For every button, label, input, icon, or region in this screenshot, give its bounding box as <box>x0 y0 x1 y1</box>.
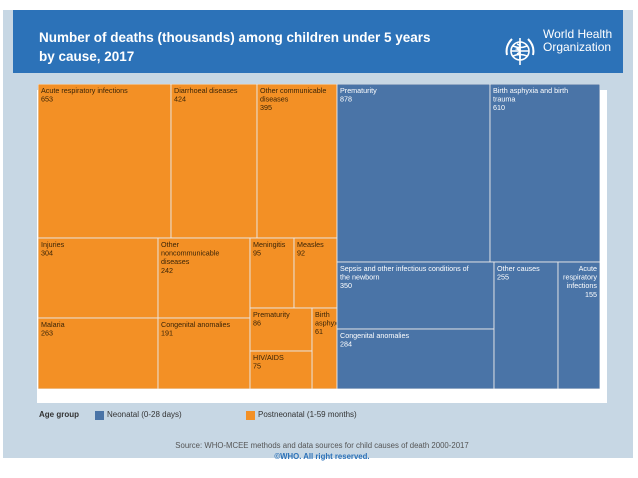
source-text: Source: WHO-MCEE methods and data source… <box>175 441 469 450</box>
treemap-chart: Acute respiratory infections 653 Diarrhoea… <box>38 84 600 389</box>
header-banner: Number of deaths (thousands) among child… <box>13 10 623 73</box>
legend-title: Age group <box>39 410 79 419</box>
treemap-cell-postneonatal-acute-respiratory-infections: Acute respiratory infections 653 <box>38 84 172 239</box>
treemap-label: Birth asphyxia and birth trauma 610 <box>493 86 568 112</box>
treemap-label: Birth asphyxia 61 <box>315 310 343 336</box>
treemap-rect <box>170 84 258 239</box>
treemap-label: Congenital anomalies 284 <box>340 331 410 349</box>
treemap-label: Other communicable diseases 395 <box>260 86 326 112</box>
treemap-rect <box>249 307 313 352</box>
treemap-label: Meningitis 95 <box>253 240 286 258</box>
treemap-cell-neonatal-acute-respiratory-infections: Acute respiratory infections 155 <box>557 261 600 389</box>
treemap-cell-postneonatal-congenital-anomalies: Congenital anomalies 191 <box>157 317 251 389</box>
organization-name: World Health Organization <box>543 28 612 54</box>
treemap-cell-postneonatal-meningitis: Meningitis 95 <box>249 237 295 309</box>
treemap-label: HIV/AIDS 75 <box>253 353 284 371</box>
treemap-rect <box>249 350 313 389</box>
treemap-cell-postneonatal-other-communicable-diseases: Other communicable diseases 395 <box>256 84 338 239</box>
treemap-label: Acute respiratory infections 653 <box>41 86 128 104</box>
treemap-cell-neonatal-other-causes: Other causes 255 <box>493 261 559 389</box>
treemap-rect <box>336 84 491 263</box>
treemap-cell-postneonatal-malaria: Malaria 263 <box>38 317 159 389</box>
who-emblem-icon <box>505 38 535 65</box>
treemap-rect <box>493 261 559 389</box>
treemap-label: Acute respiratory infections 155 <box>563 264 597 299</box>
treemap-rect <box>336 328 495 389</box>
treemap-cell-postneonatal-prematurity: Prematurity 86 <box>249 307 313 352</box>
org-name-line1: World Health <box>543 27 613 41</box>
treemap-label: Other causes 255 <box>497 264 540 282</box>
legend-label-postneonatal: Postneonatal (1-59 months) <box>258 410 357 419</box>
treemap-cell-neonatal-birth-asphyxia-and-birth-trauma: Birth asphyxia and birth trauma 610 <box>489 84 600 263</box>
copyright-text: ©WHO. All right reserved. <box>274 452 370 461</box>
treemap-label: Sepsis and other infectious conditions o… <box>340 264 469 290</box>
legend-swatch-postneonatal <box>246 411 255 420</box>
treemap-label: Prematurity 878 <box>340 86 377 104</box>
treemap-label: Other noncommunicable diseases 242 <box>161 240 219 275</box>
treemap-cell-postneonatal-measles: Measles 92 <box>293 237 338 309</box>
treemap-rect <box>157 237 251 319</box>
chart-title: Number of deaths (thousands) among child… <box>39 28 469 66</box>
treemap-cell-postneonatal-other-noncommunicable-diseases: Other noncommunicable diseases 242 <box>157 237 251 319</box>
treemap-label: Malaria 263 <box>41 320 65 338</box>
treemap-cell-neonatal-prematurity: Prematurity 878 <box>336 84 491 263</box>
chart-title-line2: by cause, 2017 <box>39 49 135 64</box>
chart-title-line1: Number of deaths (thousands) among child… <box>39 30 431 45</box>
treemap-label: Injuries 304 <box>41 240 65 258</box>
treemap-label: Measles 92 <box>297 240 324 258</box>
treemap-cell-postneonatal-hiv-aids: HIV/AIDS 75 <box>249 350 313 389</box>
treemap-rect <box>38 237 159 319</box>
legend-swatch-neonatal <box>95 411 104 420</box>
treemap-rect <box>38 84 172 239</box>
treemap-label: Congenital anomalies 191 <box>161 320 231 338</box>
treemap-cell-postneonatal-diarrhoeal-diseases: Diarrhoeal diseases 424 <box>170 84 258 239</box>
treemap-rect <box>557 261 600 389</box>
org-name-line2: Organization <box>543 40 612 54</box>
treemap-cell-neonatal-congenital-anomalies: Congenital anomalies 284 <box>336 328 495 389</box>
treemap-cell-postneonatal-injuries: Injuries 304 <box>38 237 159 319</box>
legend-label-neonatal: Neonatal (0-28 days) <box>107 410 182 419</box>
treemap-rect <box>489 84 600 263</box>
treemap-label: Prematurity 86 <box>253 310 290 328</box>
treemap-label: Diarrhoeal diseases 424 <box>174 86 238 104</box>
treemap-cell-neonatal-sepsis-and-other-infectious-conditions-of-the-newborn: Sepsis and other infectious conditions o… <box>336 261 495 330</box>
source-note: Source: WHO-MCEE methods and data source… <box>3 440 638 462</box>
treemap-rect <box>157 317 251 389</box>
treemap-rect <box>256 84 338 239</box>
